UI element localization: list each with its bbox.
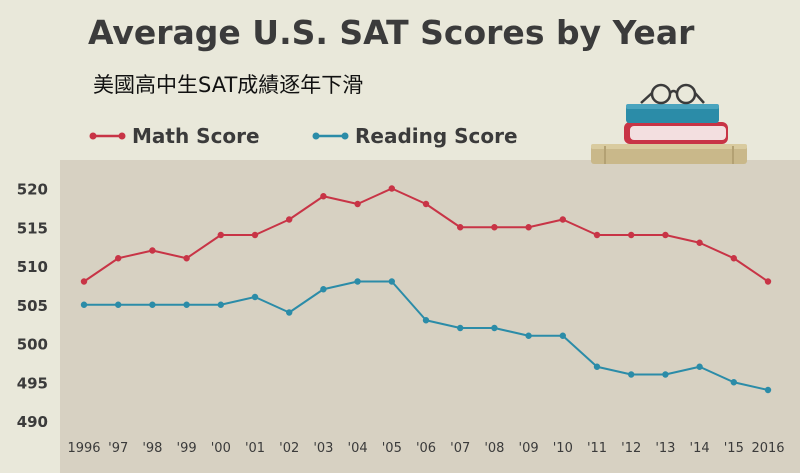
math-score-point	[696, 239, 703, 246]
plot-area	[60, 160, 800, 473]
books-and-glasses-icon	[591, 83, 747, 164]
x-tick-label: '05	[382, 441, 402, 456]
math-score-point	[457, 224, 464, 231]
legend-math-label: Math Score	[132, 124, 260, 148]
math-score-point	[593, 231, 601, 239]
y-tick-label: 505	[17, 297, 48, 315]
x-axis: 1996 '97 '98 '99 '00 '01 '02 '03 '04 '05 '06 '07 '08…	[67, 441, 784, 456]
reading-score-point	[217, 301, 224, 308]
reading-score-point	[696, 363, 703, 370]
reading-score-point	[730, 379, 737, 386]
math-score-point	[80, 278, 88, 285]
x-tick-label: '01	[245, 441, 265, 456]
math-score-point	[730, 255, 737, 262]
x-tick-label: 2016	[751, 441, 784, 456]
reading-score-point	[457, 324, 464, 332]
chart-title: Average U.S. SAT Scores by Year	[88, 13, 695, 52]
math-score-point	[388, 185, 395, 192]
math-score-point	[662, 231, 669, 239]
y-tick-label: 515	[17, 219, 48, 237]
reading-score-point	[149, 301, 156, 308]
x-tick-label: '13	[655, 441, 675, 456]
x-tick-label: '07	[450, 441, 470, 456]
x-tick-label: '11	[587, 441, 607, 456]
math-score-point	[183, 255, 190, 262]
x-tick-label: '06	[416, 441, 436, 456]
math-score-point	[115, 255, 122, 262]
math-score-point	[354, 200, 361, 208]
reading-score-point	[491, 324, 498, 332]
y-tick-label: 520	[17, 181, 48, 199]
reading-score-point	[628, 371, 635, 378]
reading-score-point	[354, 278, 361, 285]
legend-reading-label: Reading Score	[355, 124, 518, 148]
math-score-point	[320, 193, 327, 200]
reading-score-point	[251, 293, 259, 301]
reading-score-point	[422, 317, 430, 324]
legend-reading-dot-left	[312, 132, 320, 140]
legend-math-dot-right	[118, 132, 126, 140]
x-tick-label: '97	[108, 441, 128, 456]
reading-score-point	[286, 309, 293, 316]
reading-score-point	[525, 332, 532, 339]
reading-score-point	[183, 301, 190, 308]
series-layer	[80, 185, 772, 394]
x-tick-label: '04	[348, 441, 368, 456]
reading-score-point	[764, 386, 772, 394]
legend-math-dot-left	[89, 132, 97, 140]
x-tick-label: '98	[142, 441, 162, 456]
legend-item-math: Math Score	[89, 124, 260, 148]
x-tick-label: '12	[621, 441, 641, 456]
math-score-point	[491, 224, 498, 231]
y-tick-label: 490	[17, 413, 48, 431]
reading-score-point	[115, 301, 122, 308]
reading-score-point	[662, 371, 669, 378]
legend-item-reading: Reading Score	[312, 124, 518, 148]
x-tick-label: '10	[553, 441, 573, 456]
reading-score-point	[320, 286, 327, 293]
x-tick-label: '14	[690, 441, 710, 456]
x-tick-label: '08	[484, 441, 504, 456]
x-tick-label: '02	[279, 441, 299, 456]
math-score-point	[422, 200, 430, 208]
y-tick-label: 510	[17, 258, 48, 276]
math-score-point	[286, 216, 293, 223]
reading-score-point	[388, 278, 395, 285]
reading-score-point	[80, 301, 88, 308]
math-score-point	[251, 231, 259, 239]
y-axis: 490 495 500 505 510 515 520	[17, 181, 48, 432]
x-tick-label: '99	[177, 441, 197, 456]
legend-reading-dot-right	[341, 132, 349, 140]
math-score-point	[525, 224, 532, 231]
chart-subtitle: 美國高中生SAT成績逐年下滑	[93, 73, 363, 97]
legend: Math Score Reading Score	[89, 124, 518, 148]
math-score-point	[764, 278, 772, 285]
math-score-point	[149, 247, 156, 254]
reading-score-point	[593, 363, 601, 370]
reading-score-point	[559, 332, 566, 339]
x-tick-label: '15	[724, 441, 744, 456]
math-score-point	[217, 231, 224, 239]
x-tick-label: 1996	[67, 441, 100, 456]
x-tick-label: '03	[313, 441, 333, 456]
math-score-point	[628, 231, 635, 239]
x-tick-label: '09	[519, 441, 539, 456]
math-score-point	[559, 216, 566, 223]
y-tick-label: 495	[17, 374, 48, 392]
y-tick-label: 500	[17, 336, 48, 354]
x-tick-label: '00	[211, 441, 231, 456]
